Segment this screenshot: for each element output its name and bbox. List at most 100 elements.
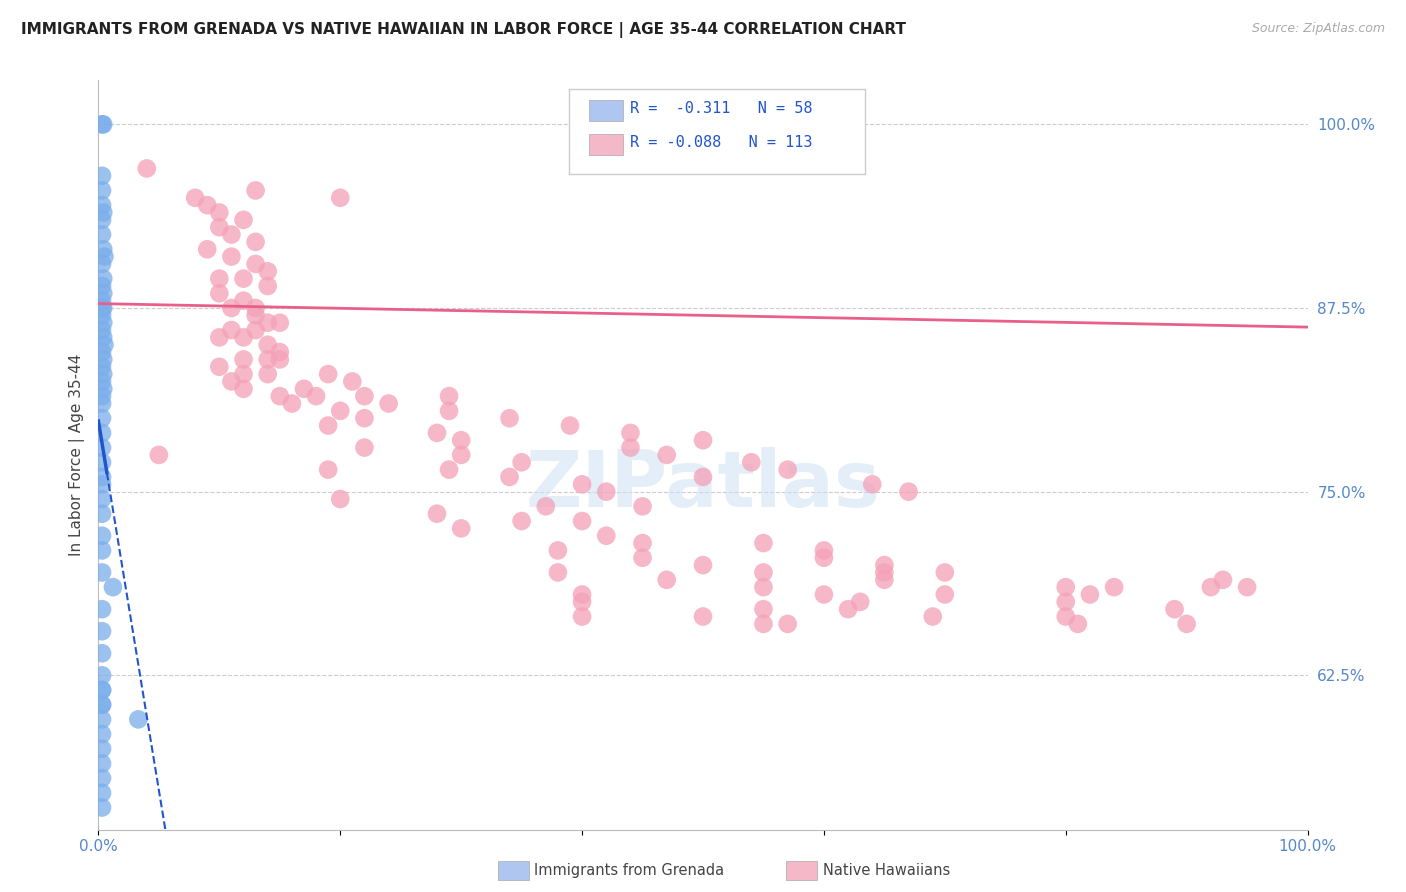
Point xyxy=(269,345,291,359)
Point xyxy=(195,198,218,212)
Point xyxy=(256,337,278,351)
Point xyxy=(232,367,254,381)
Point xyxy=(245,235,267,249)
Point xyxy=(1054,609,1077,624)
Point xyxy=(256,264,278,278)
Point xyxy=(91,396,114,410)
Point xyxy=(91,455,114,469)
Point xyxy=(1236,580,1258,594)
Point xyxy=(91,286,114,301)
Point xyxy=(498,411,520,425)
Point xyxy=(813,587,835,601)
Point xyxy=(91,359,114,374)
Point xyxy=(776,616,799,631)
Point xyxy=(316,462,339,476)
Point xyxy=(91,301,114,315)
Point xyxy=(377,396,399,410)
Point xyxy=(655,573,678,587)
Point xyxy=(595,484,617,499)
Point xyxy=(873,566,896,580)
Point xyxy=(91,786,114,800)
Point xyxy=(437,389,460,403)
Point xyxy=(426,507,449,521)
Point xyxy=(571,609,593,624)
Point xyxy=(232,352,254,367)
Point xyxy=(740,455,762,469)
Point xyxy=(91,668,114,682)
Point xyxy=(752,580,775,594)
Point xyxy=(91,507,114,521)
Point xyxy=(571,477,593,491)
Point xyxy=(91,491,114,506)
Point xyxy=(91,470,114,484)
Point xyxy=(208,271,231,285)
Point xyxy=(353,389,375,403)
Point xyxy=(934,587,956,601)
Point xyxy=(558,418,581,433)
Point xyxy=(256,367,278,381)
Point xyxy=(256,352,278,367)
Point xyxy=(221,227,243,242)
Point xyxy=(91,683,114,698)
Point xyxy=(91,184,114,198)
Point xyxy=(571,587,593,601)
Point xyxy=(813,550,835,565)
Point xyxy=(873,573,896,587)
Point xyxy=(450,521,472,535)
Text: Native Hawaiians: Native Hawaiians xyxy=(823,863,950,878)
Point xyxy=(195,242,218,256)
Point xyxy=(752,616,775,631)
Point xyxy=(91,242,114,256)
Point xyxy=(91,117,114,131)
Point xyxy=(91,382,114,396)
Point xyxy=(1199,580,1222,594)
Point xyxy=(221,250,243,264)
Text: Immigrants from Grenada: Immigrants from Grenada xyxy=(534,863,724,878)
Point xyxy=(91,683,114,698)
Point xyxy=(1078,587,1101,601)
Point xyxy=(91,367,114,381)
Point xyxy=(91,425,114,440)
Y-axis label: In Labor Force | Age 35-44: In Labor Force | Age 35-44 xyxy=(69,354,84,556)
Point xyxy=(127,712,149,726)
Point xyxy=(426,425,449,440)
Point xyxy=(849,595,872,609)
Point xyxy=(450,434,472,448)
Point xyxy=(692,558,714,573)
Point xyxy=(595,529,617,543)
Point xyxy=(305,389,328,403)
Point xyxy=(631,550,654,565)
Point xyxy=(571,514,593,528)
Text: IMMIGRANTS FROM GRENADA VS NATIVE HAWAIIAN IN LABOR FORCE | AGE 35-44 CORRELATIO: IMMIGRANTS FROM GRENADA VS NATIVE HAWAII… xyxy=(21,22,905,38)
Point xyxy=(281,396,304,410)
Point xyxy=(91,741,114,756)
Point xyxy=(342,375,364,389)
Point xyxy=(329,191,352,205)
Point xyxy=(1163,602,1185,616)
Point xyxy=(91,198,114,212)
Point xyxy=(91,227,114,242)
Point xyxy=(316,418,339,433)
Point xyxy=(245,257,267,271)
Point xyxy=(91,800,114,814)
Point xyxy=(547,543,569,558)
Point xyxy=(91,345,114,359)
Point xyxy=(329,404,352,418)
Point xyxy=(91,566,114,580)
Point xyxy=(510,514,533,528)
Point xyxy=(631,536,654,550)
Text: R = -0.088   N = 113: R = -0.088 N = 113 xyxy=(630,136,813,150)
Point xyxy=(245,323,267,337)
Point xyxy=(873,558,896,573)
Point xyxy=(353,441,375,455)
Point xyxy=(752,536,775,550)
Point xyxy=(232,293,254,308)
Point xyxy=(91,212,114,227)
Point xyxy=(1054,580,1077,594)
Point xyxy=(232,382,254,396)
Point xyxy=(91,316,114,330)
Point xyxy=(316,367,339,381)
Point xyxy=(860,477,883,491)
Point xyxy=(692,470,714,484)
Point xyxy=(269,389,291,403)
